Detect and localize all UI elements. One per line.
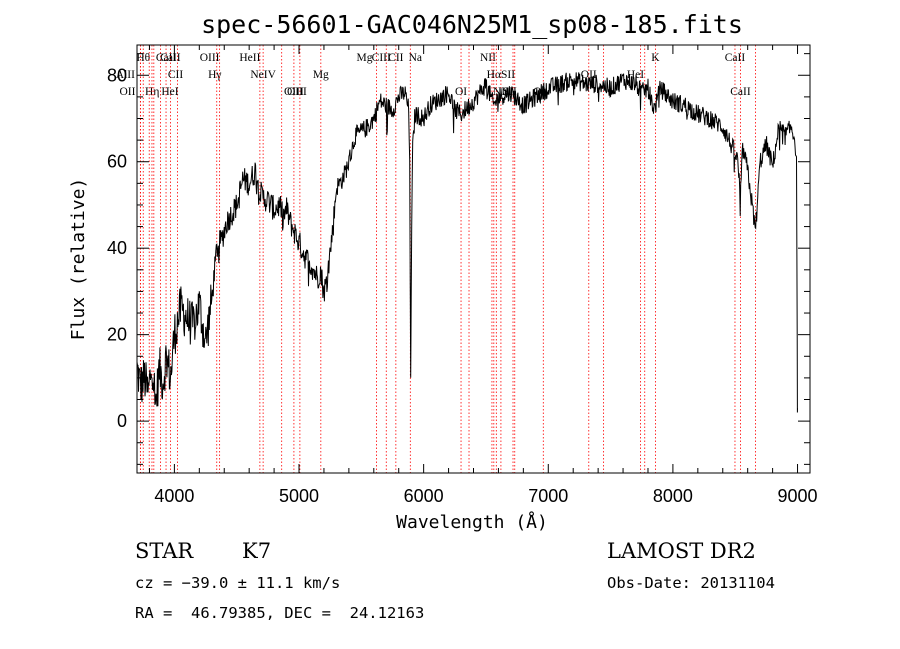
line-marker-label: CaII <box>156 52 177 64</box>
y-tick-label: 80 <box>107 65 127 85</box>
axis-ticks <box>137 45 810 473</box>
spectrum-line <box>136 72 798 413</box>
x-tick-label: 8000 <box>653 486 693 506</box>
line-marker-label: CaII <box>160 52 181 64</box>
redshift-cz: cz = −39.0 ± 11.1 km/s <box>135 574 341 592</box>
line-marker-label: OII <box>120 86 136 98</box>
x-tick-labels: 4000 5000 6000 7000 8000 9000 <box>154 486 817 506</box>
line-marker-label: OI <box>455 86 467 98</box>
coordinates: RA = 46.79385, DEC = 24.12163 <box>135 604 425 622</box>
line-marker-label: OIII <box>284 86 304 98</box>
line-marker-label: CII <box>388 52 404 64</box>
line-marker-label: Na <box>409 52 422 64</box>
line-marker-label: CaII <box>725 52 746 64</box>
line-marker-label: HeII <box>239 52 260 64</box>
line-marker-label: CII <box>168 69 184 81</box>
line-marker-label: HeI <box>161 86 178 98</box>
y-tick-label: 40 <box>107 238 127 258</box>
y-tick-labels: 0 20 40 60 80 <box>107 65 127 431</box>
line-marker-label: SII <box>501 69 515 81</box>
object-subclass: K7 <box>242 539 272 563</box>
observation-date: Obs-Date: 20131104 <box>607 574 775 592</box>
x-tick-label: 5000 <box>279 486 319 506</box>
y-tick-label: 20 <box>107 325 127 345</box>
line-marker-label: Hθ <box>136 52 150 64</box>
line-marker-label: OIII <box>287 86 307 98</box>
line-marker-label: Hα <box>487 69 501 81</box>
line-marker-label: CIII <box>372 52 391 64</box>
x-tick-label: 9000 <box>778 486 818 506</box>
spectrum-series <box>136 72 798 413</box>
chart-title: spec-56601-GAC046N25M1_sp08-185.fits <box>201 10 743 39</box>
survey-name: LAMOST DR2 <box>607 539 756 563</box>
y-axis-label: Flux (relative) <box>68 178 89 341</box>
line-marker-label: NeIV <box>250 69 276 81</box>
y-tick-label: 0 <box>117 411 127 431</box>
line-marker-label: CaII <box>730 86 751 98</box>
line-marker-label: Hγ <box>208 69 221 81</box>
x-tick-label: 7000 <box>528 486 568 506</box>
line-marker-label: AlII <box>116 69 135 81</box>
y-tick-label: 60 <box>107 152 127 172</box>
line-marker-label: Mg <box>313 69 329 81</box>
line-marker-label: OIII <box>200 52 220 64</box>
x-tick-label: 4000 <box>154 486 194 506</box>
line-marker-label: K <box>651 52 660 64</box>
line-marker-label: NII <box>480 52 496 64</box>
object-class: STAR <box>135 539 194 563</box>
line-marker-label: Mg <box>357 52 373 64</box>
x-axis-label: Wavelength (Å) <box>396 511 548 533</box>
x-tick-label: 6000 <box>404 486 444 506</box>
